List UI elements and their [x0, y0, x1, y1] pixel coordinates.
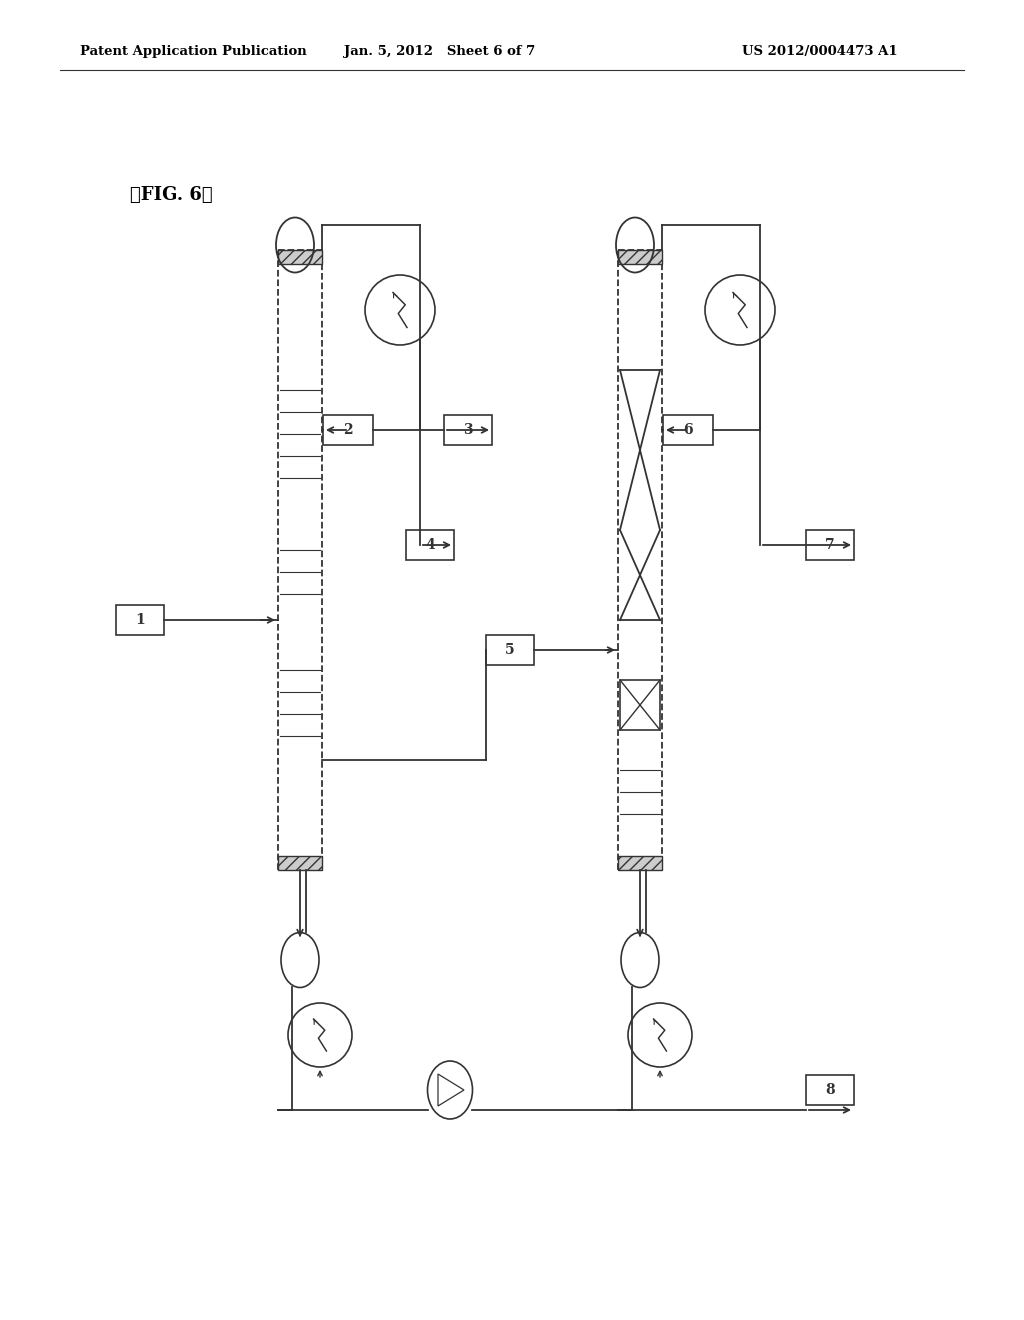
Bar: [486, 635, 534, 665]
Bar: [278, 249, 322, 870]
Text: 4: 4: [425, 539, 435, 552]
Bar: [116, 605, 164, 635]
Bar: [618, 249, 662, 264]
Bar: [806, 1074, 854, 1105]
Bar: [618, 249, 662, 870]
Bar: [278, 249, 322, 264]
Text: 7: 7: [825, 539, 835, 552]
Text: 5: 5: [505, 643, 515, 657]
Bar: [444, 414, 492, 445]
Bar: [618, 855, 662, 870]
Text: 8: 8: [825, 1082, 835, 1097]
Text: 3: 3: [463, 422, 473, 437]
Text: Jan. 5, 2012   Sheet 6 of 7: Jan. 5, 2012 Sheet 6 of 7: [344, 45, 536, 58]
Text: Patent Application Publication: Patent Application Publication: [80, 45, 307, 58]
Bar: [323, 414, 373, 445]
Text: 2: 2: [343, 422, 353, 437]
Bar: [663, 414, 713, 445]
Text: 6: 6: [683, 422, 693, 437]
Text: 【FIG. 6】: 【FIG. 6】: [130, 186, 213, 205]
Text: US 2012/0004473 A1: US 2012/0004473 A1: [742, 45, 898, 58]
Bar: [806, 531, 854, 560]
Bar: [406, 531, 454, 560]
Text: 1: 1: [135, 612, 144, 627]
Bar: [620, 680, 660, 730]
Bar: [278, 855, 322, 870]
